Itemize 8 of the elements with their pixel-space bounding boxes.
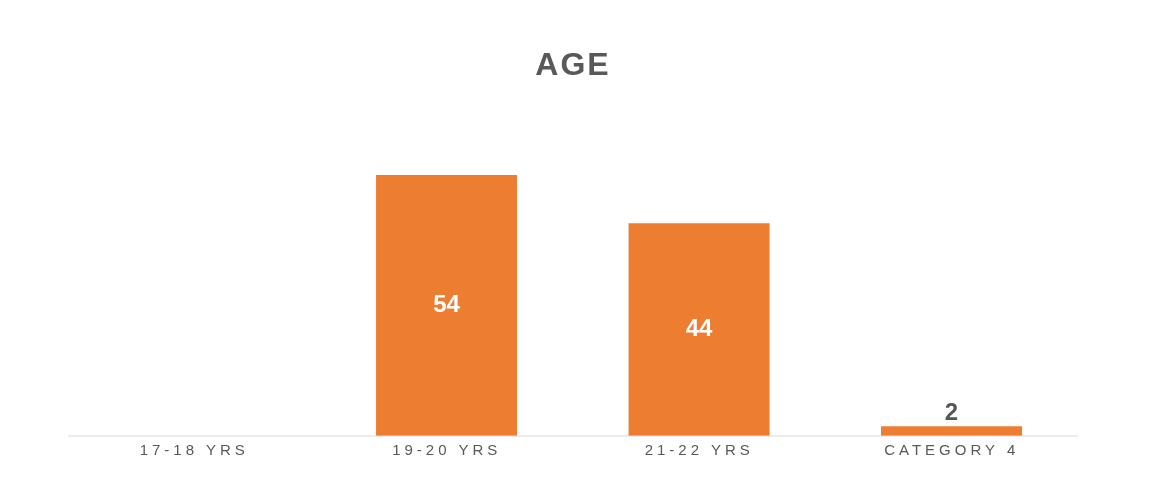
data-label: 44	[685, 314, 714, 342]
x-tick-label: 17-18 YRS	[139, 440, 249, 458]
x-tick-label: 21-22 YRS	[644, 440, 754, 458]
chart-title: AGE	[534, 45, 612, 84]
x-tick-label: CATEGORY 4	[884, 440, 1020, 458]
x-tick-label: 19-20 YRS	[392, 440, 502, 458]
data-label: 2	[944, 398, 959, 426]
data-label: 54	[433, 289, 461, 317]
